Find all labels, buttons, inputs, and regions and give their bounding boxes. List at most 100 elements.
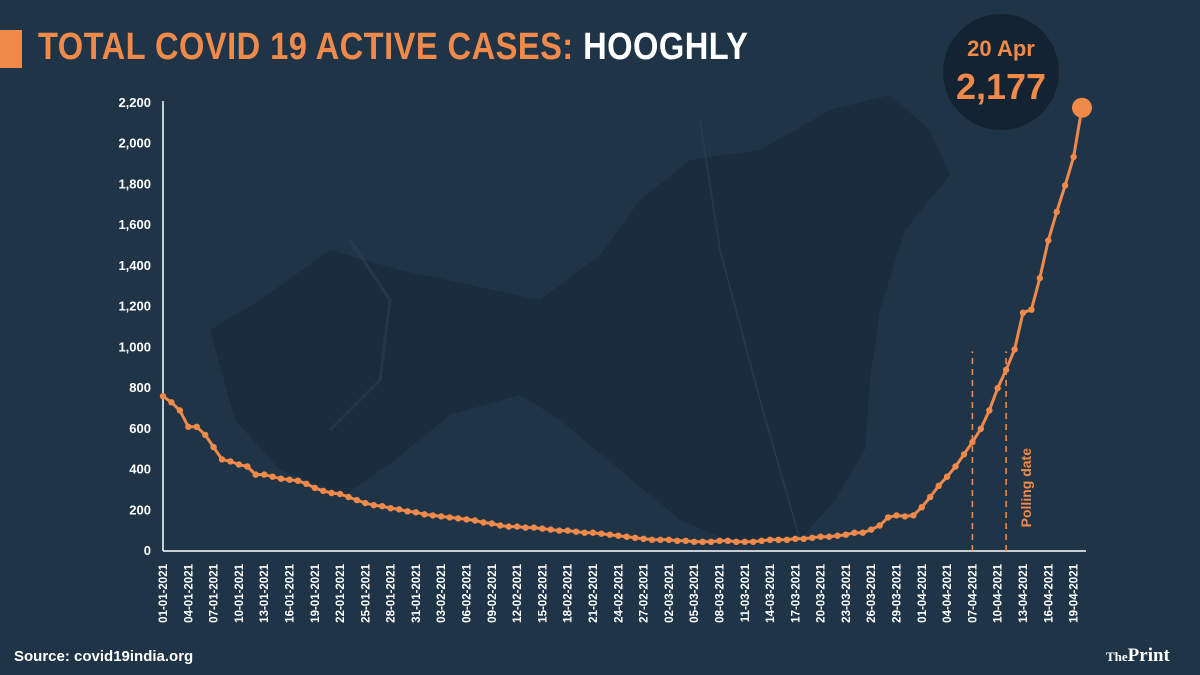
data-point (353, 496, 361, 504)
data-point (463, 516, 470, 523)
x-tick-label: 18-02-2021 (563, 563, 575, 622)
data-point (615, 532, 622, 539)
data-point (960, 451, 968, 458)
data-point (623, 533, 630, 540)
data-point (202, 431, 209, 439)
data-point (733, 538, 740, 545)
data-point (328, 489, 335, 497)
data-point (412, 509, 420, 516)
data-point (438, 513, 445, 520)
data-point (581, 529, 588, 536)
data-point (277, 475, 285, 482)
data-point (682, 537, 689, 544)
data-point (235, 461, 243, 468)
y-tick-label: 400 (129, 462, 151, 477)
x-tick-label: 31-01-2021 (411, 563, 423, 622)
data-point (825, 533, 833, 540)
x-tick-label: 29-03-2021 (892, 563, 904, 622)
data-point (193, 423, 200, 430)
data-point (606, 531, 614, 538)
title-accent-bar (0, 30, 22, 68)
data-point (269, 473, 276, 480)
x-tick-label: 13-01-2021 (259, 563, 271, 622)
data-point (994, 384, 1001, 392)
data-point (674, 537, 681, 544)
data-point (834, 532, 841, 539)
data-point (547, 526, 554, 533)
data-point (750, 538, 757, 545)
series-active-cases (159, 97, 1092, 545)
x-tick-label: 08-03-2021 (714, 563, 726, 622)
data-point (471, 517, 479, 524)
x-tick-label: 22-01-2021 (335, 563, 347, 622)
data-point (1019, 309, 1027, 316)
data-point (286, 476, 293, 483)
x-tick-label: 19-04-2021 (1069, 563, 1081, 622)
data-point (901, 513, 909, 520)
x-tick-label: 06-02-2021 (462, 563, 474, 622)
data-point (159, 393, 167, 400)
x-tick-label: 28-01-2021 (386, 563, 398, 622)
x-tick-label: 04-04-2021 (942, 563, 954, 622)
data-point (1002, 366, 1010, 373)
data-point (969, 438, 976, 446)
data-point (783, 536, 791, 543)
data-point (311, 484, 318, 492)
title-location: HOOGHLY (583, 26, 749, 68)
data-point (910, 512, 917, 519)
x-tick-label: 12-02-2021 (512, 563, 524, 622)
x-tick-label: 03-02-2021 (436, 563, 448, 622)
y-tick-label: 1,400 (118, 258, 151, 273)
title-main: TOTAL COVID 19 ACTIVE CASES: (38, 26, 574, 68)
x-tick-label: 16-01-2021 (284, 563, 296, 622)
y-tick-label: 2,000 (118, 136, 151, 151)
brand-logo: ThePrint (1106, 645, 1170, 667)
x-axis: 01-01-2021 04-01-2021 07-01-2021 10-01-2021… (158, 550, 1086, 623)
data-point (345, 493, 352, 501)
data-point (252, 471, 259, 478)
x-tick-label: 02-03-2021 (664, 563, 676, 622)
brand-prefix: The (1106, 649, 1128, 664)
data-point (792, 535, 799, 542)
data-point (1036, 274, 1044, 282)
data-point (176, 407, 184, 414)
data-point (648, 536, 656, 543)
data-point (210, 443, 217, 451)
x-tick-label: 01-01-2021 (158, 563, 170, 622)
y-tick-label: 1,200 (118, 299, 151, 314)
data-point (724, 537, 732, 544)
data-point (556, 527, 563, 534)
x-tick-label: 10-01-2021 (234, 563, 246, 622)
data-point (454, 515, 462, 522)
x-tick-label: 10-04-2021 (993, 563, 1005, 622)
x-tick-label: 23-03-2021 (841, 563, 853, 622)
data-point (497, 522, 504, 529)
x-tick-label: 17-03-2021 (790, 563, 802, 622)
data-point (261, 471, 268, 478)
data-point (665, 536, 673, 543)
data-point (851, 529, 858, 536)
data-point (218, 456, 226, 463)
data-point (446, 514, 453, 521)
x-tick-label: 11-03-2021 (740, 563, 752, 622)
data-point (168, 399, 175, 406)
data-point (876, 522, 883, 529)
x-tick-label: 04-01-2021 (183, 563, 195, 622)
data-point (370, 502, 377, 509)
data-point (884, 514, 892, 521)
data-point (530, 524, 538, 531)
data-point (513, 523, 521, 530)
data-point (589, 529, 597, 536)
data-point (943, 473, 951, 480)
data-point (935, 482, 942, 489)
latest-value-callout: 20 Apr 2,177 (943, 14, 1059, 130)
data-point (842, 531, 850, 538)
y-tick-label: 1,800 (118, 176, 151, 191)
data-point (707, 538, 715, 545)
data-point (1053, 208, 1060, 216)
data-point (1045, 237, 1052, 244)
y-tick-label: 1,600 (118, 217, 151, 232)
data-point (766, 536, 774, 543)
